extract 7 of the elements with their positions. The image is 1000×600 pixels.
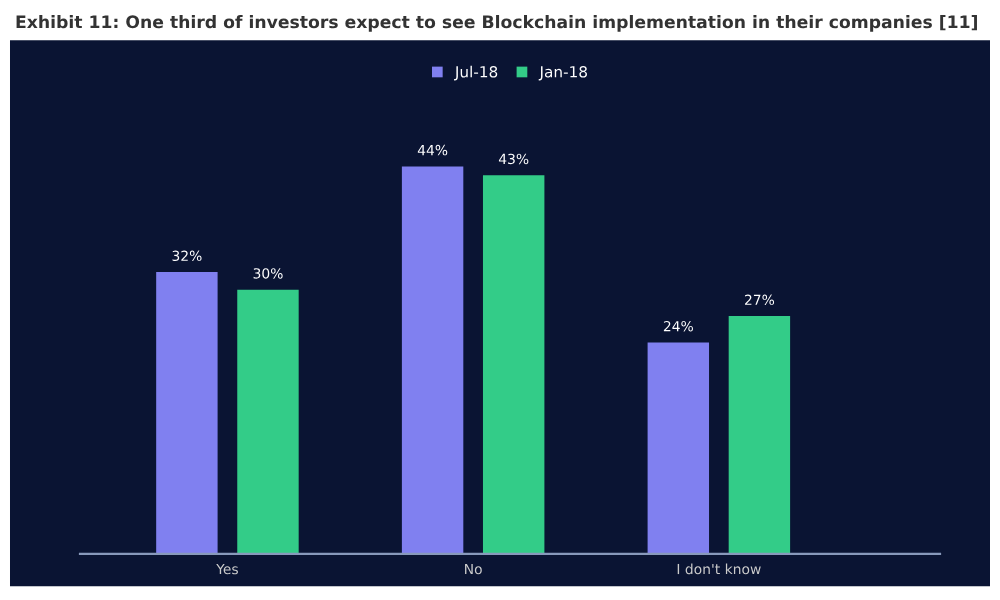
bar	[728, 316, 791, 554]
bar	[401, 166, 464, 554]
bar	[647, 342, 710, 554]
bar	[237, 289, 299, 554]
chart-title: Exhibit 11: One third of investors expect to see Blockchain implementation in their companies [11]	[16, 15, 977, 32]
bar	[482, 175, 545, 554]
bar	[156, 272, 218, 554]
